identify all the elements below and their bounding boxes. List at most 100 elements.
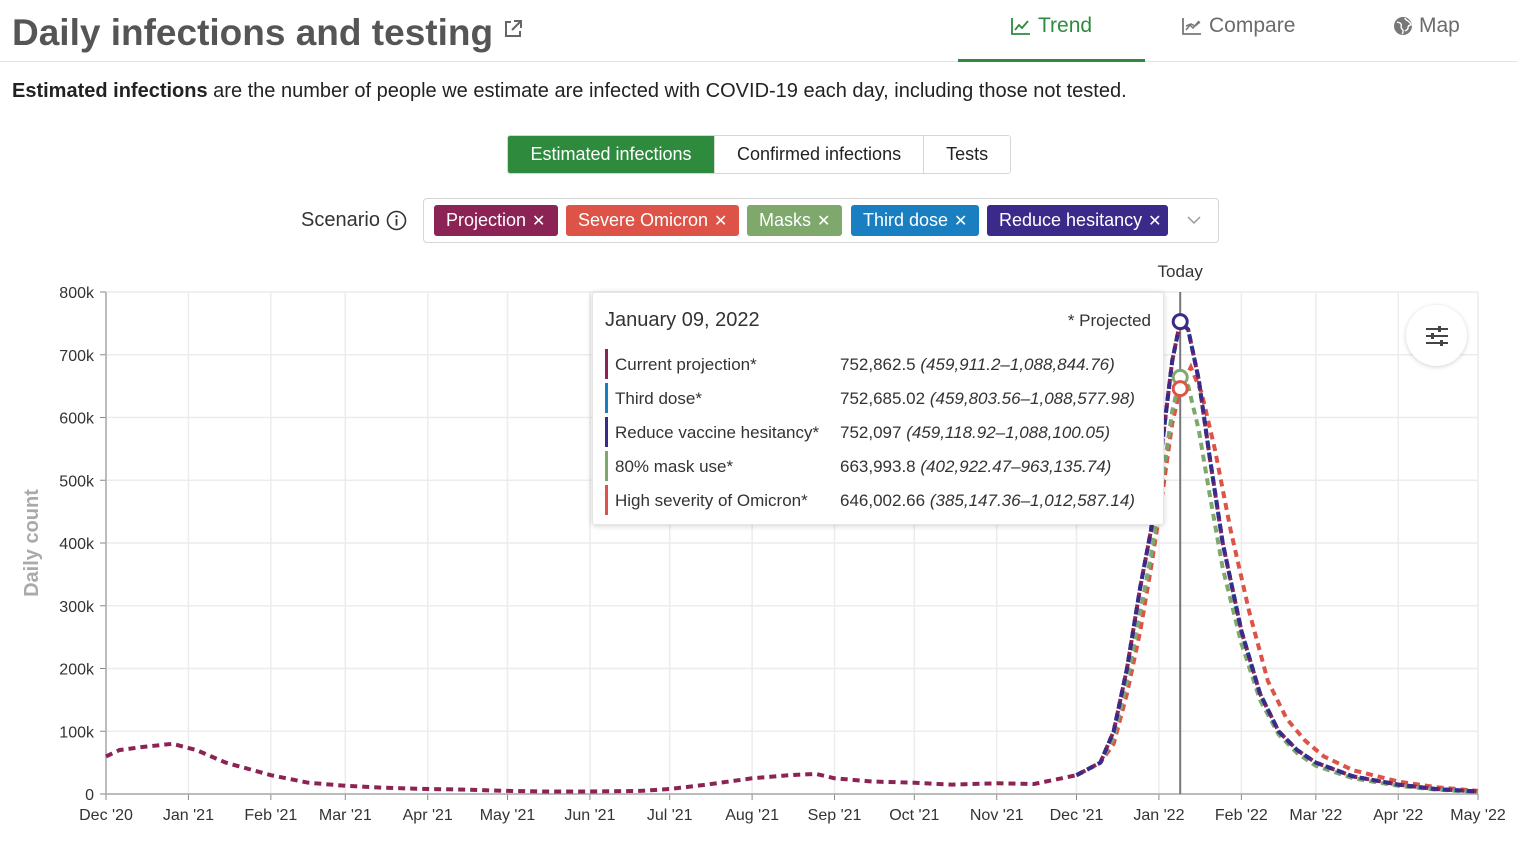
chip-label: Severe Omicron xyxy=(578,210,709,230)
chart: 0 100k 200k 300k 400k 500k 600k 700k 800k Dec '20… xyxy=(21,262,1506,824)
tooltip-row: Third dose* 752,685.02 (459,803.56–1,088… xyxy=(605,383,1161,413)
y-tick-label: 100k xyxy=(59,724,95,741)
tooltip-series-name: Current projection* xyxy=(615,355,757,374)
scenario-label: Scenario xyxy=(301,209,407,232)
y-tick-label: 400k xyxy=(59,536,95,553)
compare-chart-icon xyxy=(1182,18,1201,35)
scenario-label-text: Scenario xyxy=(301,209,380,231)
chip-label: Masks xyxy=(759,210,812,230)
metric-tab-confirmed[interactable]: Confirmed infections xyxy=(715,136,925,173)
markers xyxy=(1171,313,1189,398)
close-icon[interactable]: ✕ xyxy=(1148,212,1162,230)
chevron-down-icon[interactable] xyxy=(1186,211,1202,229)
x-tick-label: Sep '21 xyxy=(808,807,862,824)
page-title-text: Daily infections and testing xyxy=(12,12,494,53)
tooltip-series-name: Third dose* xyxy=(615,389,702,408)
scenario-chip-reduce-hesitancy[interactable]: Reduce hesitancy ✕ xyxy=(987,205,1168,236)
x-tick-label: Mar '22 xyxy=(1289,807,1342,824)
tooltip-row: 80% mask use* 663,993.8 (402,922.47–963,… xyxy=(605,451,1161,481)
header: Daily infections and testing Trend Compa… xyxy=(0,0,1517,62)
metric-tabs: Estimated infections Confirmed infection… xyxy=(507,135,1012,174)
active-tab-underline xyxy=(958,59,1145,62)
chip-label: Projection xyxy=(446,210,527,230)
scenario-chip-masks[interactable]: Masks ✕ xyxy=(747,205,842,236)
y-tick-label: 600k xyxy=(59,411,95,428)
tooltip-series-name: 80% mask use* xyxy=(615,457,734,476)
chip-label: Third dose xyxy=(863,210,949,230)
tab-trend-label: Trend xyxy=(1038,14,1093,37)
chart-settings-button[interactable] xyxy=(1406,305,1467,366)
x-tick-label: May '22 xyxy=(1450,807,1506,824)
axes: 0 100k 200k 300k 400k 500k 600k 700k 800k Dec '20… xyxy=(21,262,1506,824)
tab-map-label: Map xyxy=(1419,14,1460,37)
tooltip-swatch xyxy=(605,451,608,481)
info-icon[interactable] xyxy=(386,210,407,231)
external-link-icon[interactable] xyxy=(503,6,523,48)
description: Estimated infections are the number of p… xyxy=(12,80,1127,103)
x-tick-label: Feb '22 xyxy=(1215,807,1268,824)
tab-trend[interactable]: Trend xyxy=(1010,14,1092,38)
tooltip-date: January 09, 2022 xyxy=(605,309,760,331)
tooltip-projected-note: * Projected xyxy=(1067,311,1151,330)
y-axis-label: Daily count xyxy=(21,489,43,597)
x-tick-label: Oct '21 xyxy=(889,807,939,824)
description-bold: Estimated infections xyxy=(12,80,208,102)
scenario-chip-severe-omicron[interactable]: Severe Omicron ✕ xyxy=(566,205,739,236)
close-icon[interactable]: ✕ xyxy=(714,212,728,230)
x-tick-label: Nov '21 xyxy=(970,807,1024,824)
x-tick-label: Apr '22 xyxy=(1373,807,1423,824)
y-tick-label: 700k xyxy=(59,348,95,365)
data-point-marker xyxy=(1171,313,1189,331)
close-icon[interactable]: ✕ xyxy=(954,212,968,230)
description-text: are the number of people we estimate are… xyxy=(207,80,1127,102)
tab-map[interactable]: Map xyxy=(1393,14,1460,38)
today-label: Today xyxy=(1158,262,1204,281)
close-icon[interactable]: ✕ xyxy=(817,212,831,230)
x-tick-label: May '21 xyxy=(480,807,536,824)
tooltip-series-name: High severity of Omicron* xyxy=(615,491,808,510)
x-tick-label: Feb '21 xyxy=(244,807,297,824)
tooltip-series-name: Reduce vaccine hesitancy* xyxy=(615,423,820,442)
line-chart-icon xyxy=(1011,18,1030,35)
tab-compare-label: Compare xyxy=(1209,14,1296,37)
tooltip-swatch xyxy=(605,349,608,379)
x-tick-label: Jan '22 xyxy=(1133,807,1184,824)
sliders-icon xyxy=(1425,325,1448,346)
tooltip-series-value: 663,993.8 (402,922.47–963,135.74) xyxy=(840,457,1112,476)
x-tick-label: Jan '21 xyxy=(163,807,214,824)
close-icon[interactable]: ✕ xyxy=(532,212,546,230)
chart-tooltip: January 09, 2022 * Projected Current pro… xyxy=(592,292,1164,525)
x-tick-label: Apr '21 xyxy=(403,807,453,824)
scenario-chip-projection[interactable]: Projection ✕ xyxy=(434,205,558,236)
chip-label: Reduce hesitancy xyxy=(999,210,1143,230)
tooltip-swatch xyxy=(605,485,608,515)
x-tick-label: Jun '21 xyxy=(564,807,615,824)
series-line xyxy=(1075,318,1479,794)
tooltip-swatch xyxy=(605,417,608,447)
page-title: Daily infections and testing xyxy=(12,6,523,54)
y-tick-label: 500k xyxy=(59,473,95,490)
series-line xyxy=(1075,373,1479,795)
tab-compare[interactable]: Compare xyxy=(1181,14,1295,38)
series xyxy=(105,317,1479,795)
metric-tab-estimated[interactable]: Estimated infections xyxy=(508,136,715,173)
series-line xyxy=(105,317,1479,794)
y-tick-label: 800k xyxy=(59,285,95,302)
y-tick-label: 0 xyxy=(85,787,94,804)
x-tick-label: Mar '21 xyxy=(319,807,372,824)
series-line xyxy=(1075,362,1479,793)
x-tick-label: Aug '21 xyxy=(725,807,779,824)
metric-tab-tests[interactable]: Tests xyxy=(924,136,1011,173)
x-tick-label: Jul '21 xyxy=(647,807,693,824)
tooltip-series-value: 646,002.66 (385,147.36–1,012,587.14) xyxy=(840,491,1135,510)
x-tick-label: Dec '20 xyxy=(79,807,133,824)
y-tick-label: 300k xyxy=(59,599,95,616)
tooltip-row: Current projection* 752,862.5 (459,911.2… xyxy=(605,349,1161,379)
scenario-chip-third-dose[interactable]: Third dose ✕ xyxy=(851,205,979,236)
y-tick-label: 200k xyxy=(59,662,95,679)
tooltip-row: Reduce vaccine hesitancy* 752,097 (459,1… xyxy=(605,417,1161,447)
x-tick-label: Dec '21 xyxy=(1050,807,1104,824)
tooltip-series-value: 752,862.5 (459,911.2–1,088,844.76) xyxy=(840,355,1115,374)
scenario-select[interactable]: Projection ✕ Severe Omicron ✕ Masks ✕ Third… xyxy=(423,198,1219,243)
tooltip-row: High severity of Omicron* 646,002.66 (38… xyxy=(605,485,1161,515)
